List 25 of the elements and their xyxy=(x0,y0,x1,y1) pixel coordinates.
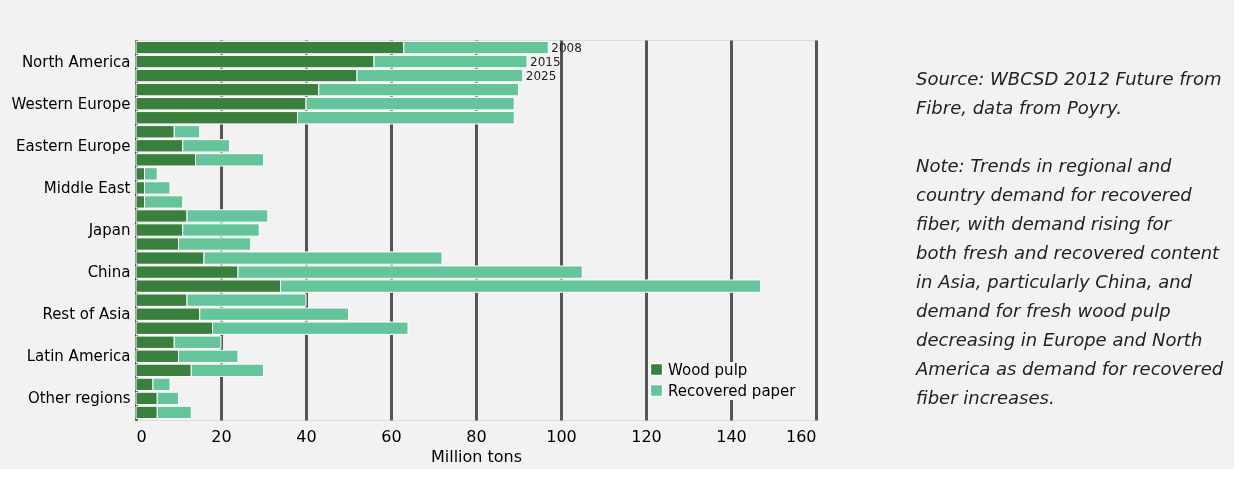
y-tick-label: Latin America xyxy=(26,347,131,366)
y-tick-label: Middle East xyxy=(43,178,131,197)
y-tick-label: Western Europe xyxy=(11,94,131,113)
text: Note: Trends in regional and country demand for recovered fiber, with demand rising for both fresh and recovered content in Asia, particularly China, and demand for fresh wood pulp decreasing in Europe and North America as demand for recovered fiber increases. xyxy=(916,155,1224,408)
x-tick-label: 140 xyxy=(716,426,747,446)
x-tick-label: 20 xyxy=(211,426,232,446)
x-tick-label: 100 xyxy=(546,426,577,446)
y-tick-label: China xyxy=(87,263,131,282)
legend-label: Recovered paper xyxy=(668,381,797,400)
x-tick-label: 120 xyxy=(631,426,662,446)
x-axis-title: Million tons xyxy=(430,446,523,466)
x-tick-label: 80 xyxy=(466,426,487,446)
y-tick-label: Japan xyxy=(87,221,131,239)
x-tick-label: 40 xyxy=(296,426,317,446)
annotation: 2015 xyxy=(530,54,561,69)
y-tick-label: Rest of Asia xyxy=(42,305,131,324)
legend-label: Wood pulp xyxy=(668,360,748,379)
x-tick-label: 160 xyxy=(785,426,817,446)
annotation: 2025 xyxy=(525,68,557,83)
y-tick-label: Other regions xyxy=(27,389,131,408)
x-tick-label: 0 xyxy=(136,426,147,446)
y-tick-label: Eastern Europe xyxy=(15,136,131,155)
source-note: Source: WBCSD 2012 Future from Fibre, data from Poyry. xyxy=(916,68,1222,118)
x-tick-label: 60 xyxy=(381,426,402,446)
y-tick-label: North America xyxy=(21,52,131,71)
